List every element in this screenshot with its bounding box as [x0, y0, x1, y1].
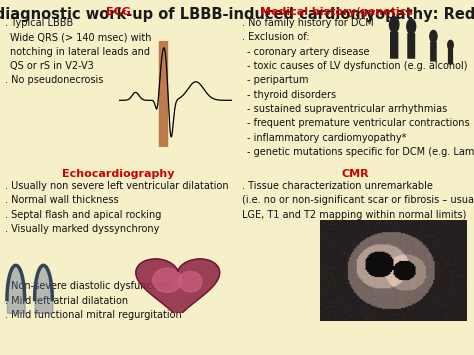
Text: - inflammatory cardiomyopathy*: - inflammatory cardiomyopathy*: [247, 133, 407, 143]
Text: . Tissue characterization unremarkable: . Tissue characterization unremarkable: [242, 181, 433, 191]
Text: Early diagnostic work-up of LBBB-induced cardiomyopathy: Red-Flags: Early diagnostic work-up of LBBB-induced…: [0, 7, 474, 22]
Text: - genetic mutations specific for DCM (e.g. Lamin)**: - genetic mutations specific for DCM (e.…: [247, 147, 474, 157]
Text: . Normal wall thickness: . Normal wall thickness: [5, 195, 118, 205]
Circle shape: [407, 19, 416, 34]
Circle shape: [430, 31, 437, 42]
Text: - toxic causes of LV dysfunction (e.g. alcohol): - toxic causes of LV dysfunction (e.g. a…: [247, 61, 468, 71]
Polygon shape: [136, 259, 219, 320]
Text: Echocardiography: Echocardiography: [62, 169, 175, 180]
Text: . Visually marked dyssynchrony: . Visually marked dyssynchrony: [5, 224, 159, 234]
FancyBboxPatch shape: [430, 42, 437, 62]
Text: LGE, T1 and T2 mapping within normal limits): LGE, T1 and T2 mapping within normal lim…: [242, 209, 466, 219]
Text: - coronary artery disease: - coronary artery disease: [247, 47, 370, 56]
Text: . Mild functional mitral regurgitation: . Mild functional mitral regurgitation: [5, 310, 182, 320]
Polygon shape: [153, 268, 182, 293]
Text: . Non-severe diastolic dysfunction: . Non-severe diastolic dysfunction: [5, 281, 170, 291]
Text: CMR: CMR: [342, 169, 369, 180]
Text: Wide QRS (> 140 msec) with: Wide QRS (> 140 msec) with: [10, 32, 152, 42]
Text: . No pseudonecrosis: . No pseudonecrosis: [5, 75, 103, 85]
Circle shape: [448, 40, 453, 49]
Text: . No family history for DCM: . No family history for DCM: [242, 18, 374, 28]
Text: . Typical LBBB: . Typical LBBB: [5, 18, 73, 28]
FancyBboxPatch shape: [390, 32, 398, 59]
Text: - peripartum: - peripartum: [247, 75, 309, 85]
Polygon shape: [179, 271, 202, 292]
Text: Medical history/genetics: Medical history/genetics: [260, 6, 413, 17]
Text: QS or rS in V2-V3: QS or rS in V2-V3: [10, 61, 94, 71]
Circle shape: [390, 17, 399, 32]
Text: . Mild left atrial dilatation: . Mild left atrial dilatation: [5, 296, 128, 306]
Text: - thyroid disorders: - thyroid disorders: [247, 89, 337, 100]
Text: - frequent premature ventricular contractions: - frequent premature ventricular contrac…: [247, 118, 470, 128]
FancyBboxPatch shape: [448, 49, 453, 65]
Bar: [159, 41, 167, 147]
Text: . Usually non severe left ventricular dilatation: . Usually non severe left ventricular di…: [5, 181, 228, 191]
Text: - sustained supraventricular arrhythmias: - sustained supraventricular arrhythmias: [247, 104, 447, 114]
Text: notching in lateral leads and: notching in lateral leads and: [10, 47, 150, 56]
Text: (i.e. no or non-significant scar or fibrosis – usually no: (i.e. no or non-significant scar or fibr…: [242, 195, 474, 205]
Text: . Exclusion of:: . Exclusion of:: [242, 32, 309, 42]
Text: ECG: ECG: [106, 6, 131, 17]
Text: . Septal flash and apical rocking: . Septal flash and apical rocking: [5, 209, 161, 219]
FancyBboxPatch shape: [407, 33, 415, 59]
